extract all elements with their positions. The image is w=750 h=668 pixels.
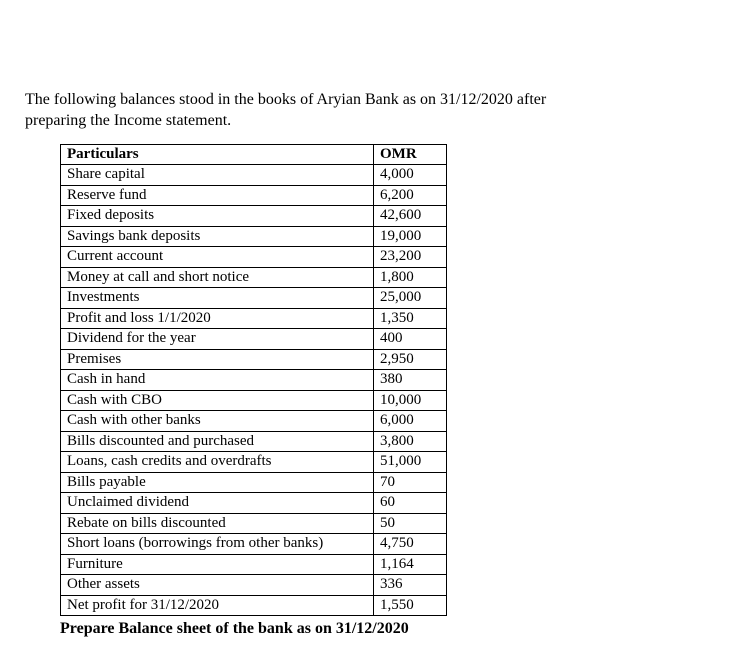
cell-omr: 42,600 (374, 206, 447, 227)
cell-particulars: Furniture (61, 554, 374, 575)
cell-particulars: Reserve fund (61, 185, 374, 206)
table-row: Fixed deposits42,600 (61, 206, 447, 227)
cell-particulars: Profit and loss 1/1/2020 (61, 308, 374, 329)
cell-omr: 19,000 (374, 226, 447, 247)
table-row: Bills discounted and purchased3,800 (61, 431, 447, 452)
header-particulars: Particulars (61, 144, 374, 165)
cell-particulars: Bills payable (61, 472, 374, 493)
footer-instruction: Prepare Balance sheet of the bank as on … (60, 620, 725, 638)
cell-omr: 6,000 (374, 411, 447, 432)
cell-omr: 4,000 (374, 165, 447, 186)
cell-particulars: Dividend for the year (61, 329, 374, 350)
cell-particulars: Current account (61, 247, 374, 268)
balances-table: Particulars OMR Share capital4,000 Reser… (60, 144, 447, 617)
cell-particulars: Cash in hand (61, 370, 374, 391)
cell-omr: 60 (374, 493, 447, 514)
cell-particulars: Net profit for 31/12/2020 (61, 595, 374, 616)
cell-omr: 6,200 (374, 185, 447, 206)
table-row: Loans, cash credits and overdrafts51,000 (61, 452, 447, 473)
cell-particulars: Investments (61, 288, 374, 309)
table-row: Cash with other banks6,000 (61, 411, 447, 432)
table-row: Cash in hand380 (61, 370, 447, 391)
table-row: Profit and loss 1/1/20201,350 (61, 308, 447, 329)
cell-omr: 4,750 (374, 534, 447, 555)
cell-omr: 50 (374, 513, 447, 534)
cell-omr: 3,800 (374, 431, 447, 452)
header-omr: OMR (374, 144, 447, 165)
cell-particulars: Unclaimed dividend (61, 493, 374, 514)
table-row: Premises2,950 (61, 349, 447, 370)
table-wrapper: Particulars OMR Share capital4,000 Reser… (60, 144, 725, 617)
table-row: Bills payable70 (61, 472, 447, 493)
table-row: Dividend for the year400 (61, 329, 447, 350)
cell-omr: 400 (374, 329, 447, 350)
cell-omr: 1,550 (374, 595, 447, 616)
cell-particulars: Other assets (61, 575, 374, 596)
cell-particulars: Money at call and short notice (61, 267, 374, 288)
table-row: Current account23,200 (61, 247, 447, 268)
cell-omr: 1,164 (374, 554, 447, 575)
cell-omr: 380 (374, 370, 447, 391)
cell-particulars: Share capital (61, 165, 374, 186)
cell-particulars: Savings bank deposits (61, 226, 374, 247)
intro-line-2: preparing the Income statement. (25, 112, 231, 129)
table-row: Other assets336 (61, 575, 447, 596)
cell-omr: 10,000 (374, 390, 447, 411)
cell-particulars: Cash with CBO (61, 390, 374, 411)
cell-omr: 23,200 (374, 247, 447, 268)
cell-omr: 51,000 (374, 452, 447, 473)
table-row: Unclaimed dividend60 (61, 493, 447, 514)
cell-particulars: Fixed deposits (61, 206, 374, 227)
table-row: Share capital4,000 (61, 165, 447, 186)
cell-particulars: Short loans (borrowings from other banks… (61, 534, 374, 555)
cell-omr: 25,000 (374, 288, 447, 309)
table-row: Investments25,000 (61, 288, 447, 309)
table-row: Savings bank deposits19,000 (61, 226, 447, 247)
document-container: The following balances stood in the book… (0, 0, 750, 638)
cell-omr: 70 (374, 472, 447, 493)
cell-omr: 336 (374, 575, 447, 596)
cell-omr: 1,800 (374, 267, 447, 288)
table-row: Short loans (borrowings from other banks… (61, 534, 447, 555)
table-row: Money at call and short notice1,800 (61, 267, 447, 288)
cell-particulars: Premises (61, 349, 374, 370)
table-row: Furniture1,164 (61, 554, 447, 575)
table-row: Cash with CBO10,000 (61, 390, 447, 411)
intro-line-1: The following balances stood in the book… (25, 91, 546, 108)
cell-particulars: Loans, cash credits and overdrafts (61, 452, 374, 473)
cell-particulars: Cash with other banks (61, 411, 374, 432)
table-row: Rebate on bills discounted50 (61, 513, 447, 534)
cell-omr: 1,350 (374, 308, 447, 329)
table-header-row: Particulars OMR (61, 144, 447, 165)
cell-particulars: Bills discounted and purchased (61, 431, 374, 452)
intro-paragraph: The following balances stood in the book… (25, 90, 725, 132)
table-row: Net profit for 31/12/20201,550 (61, 595, 447, 616)
table-body: Share capital4,000 Reserve fund6,200 Fix… (61, 165, 447, 616)
cell-particulars: Rebate on bills discounted (61, 513, 374, 534)
cell-omr: 2,950 (374, 349, 447, 370)
table-row: Reserve fund6,200 (61, 185, 447, 206)
